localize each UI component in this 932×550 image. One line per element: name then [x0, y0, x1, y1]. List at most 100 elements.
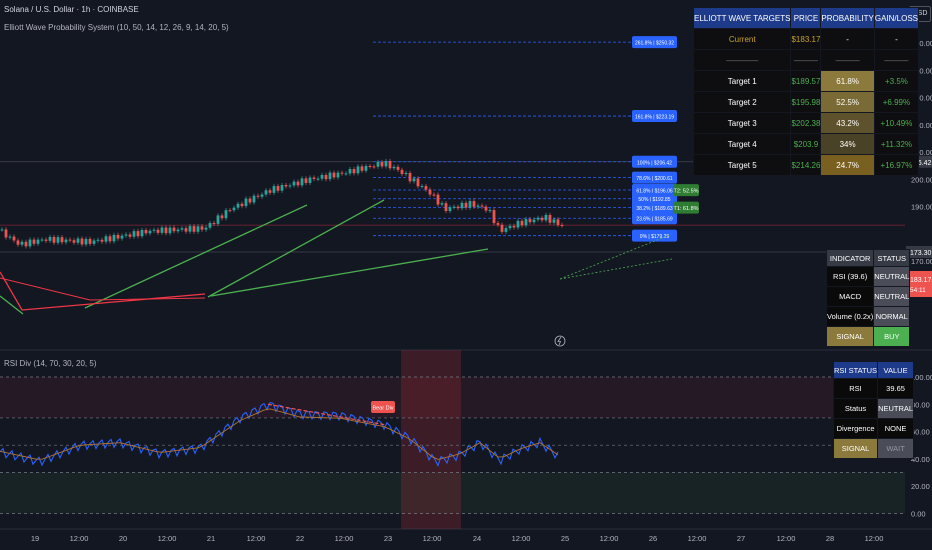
rsi-axis-label: 20.00	[911, 482, 930, 491]
signal-buy-badge: BUY	[873, 326, 911, 347]
candle-body	[440, 203, 444, 205]
table-row-target-1: Target 1 $189.57 61.8% +3.5%	[692, 70, 919, 92]
candle-body	[540, 217, 544, 221]
candle-body	[484, 206, 488, 211]
fib-level-label: 61.8% | $196.06	[636, 188, 673, 194]
target-gain: +6.99%	[873, 91, 919, 113]
table-row-separator: ———— ——— ——— ———	[692, 49, 919, 71]
candle-body	[84, 238, 88, 245]
table-row-target-3: Target 3 $202.38 43.2% +10.49%	[692, 112, 919, 134]
target-gain: +3.5%	[873, 70, 919, 92]
table-row-target-4: Target 4 $203.9 34% +11.32%	[692, 133, 919, 155]
indicator-title[interactable]: Elliott Wave Probability System (10, 50,…	[4, 23, 229, 32]
candle-body	[116, 234, 120, 239]
candle-body	[56, 237, 60, 243]
fib-level-tag	[632, 212, 677, 225]
candle-body	[28, 239, 32, 247]
separator-cell: ———	[820, 49, 875, 71]
candle-body	[300, 178, 304, 186]
candle-body	[372, 166, 376, 168]
price-axis-label: 250.00	[911, 39, 932, 48]
candle-body	[424, 186, 428, 190]
wave-line-down	[0, 277, 206, 301]
fib-level-label: 161.8% | $223.19	[635, 115, 674, 121]
candle-body	[232, 207, 236, 211]
candle-body	[124, 234, 128, 236]
target-probability: 61.8%	[820, 70, 875, 92]
time-axis-label: 22	[296, 534, 304, 543]
candle-body	[352, 169, 356, 174]
price-axis-label: 210.00	[911, 148, 932, 157]
indicator-status: NEUTRAL	[873, 286, 911, 307]
symbol-title[interactable]: Solana / U.S. Dollar · 1h · COINBASE	[4, 5, 139, 14]
time-axis-label: 12:00	[600, 534, 619, 543]
target-label: Target 5	[692, 154, 792, 176]
candle-body	[432, 194, 436, 196]
bear-div-badge	[371, 401, 395, 413]
candle-body	[504, 228, 508, 232]
candle-body	[184, 228, 188, 232]
time-axis-label: 19	[31, 534, 39, 543]
rsi-status-value: NEUTRAL	[877, 398, 915, 419]
candle-body	[292, 181, 296, 186]
fib-level-label: 261.8% | $250.32	[635, 41, 674, 47]
indicator-status-table: INDICATOR STATUS RSI (39.6) NEUTRAL MACD…	[825, 249, 911, 347]
candle-body	[160, 227, 164, 233]
candle-body	[492, 210, 496, 224]
candle-body	[324, 174, 328, 180]
candle-body	[180, 228, 184, 230]
rsi-ma-line	[0, 408, 559, 460]
candle-body	[472, 201, 476, 207]
fib-level-label: 78.6% | $200.61	[636, 176, 673, 182]
candle-body	[468, 201, 472, 208]
signal-label: SIGNAL	[825, 326, 875, 347]
candle-body	[252, 195, 256, 203]
candle-body	[528, 219, 532, 223]
indicator-label: MACD	[825, 286, 875, 307]
candle-body	[512, 225, 516, 228]
wave-line-up	[210, 248, 489, 297]
separator-cell: ———	[790, 49, 822, 71]
current-price-tag	[906, 271, 932, 297]
candle-body	[32, 239, 36, 244]
candle-body	[172, 227, 176, 232]
projection-line	[559, 233, 673, 280]
time-axis-label: 12:00	[512, 534, 531, 543]
candle-body	[376, 162, 380, 167]
candle-body	[368, 166, 372, 168]
wave-line-up	[207, 199, 385, 298]
target-price: $189.57	[790, 70, 822, 92]
candle-body	[120, 235, 124, 239]
col-header-status: STATUS	[873, 249, 911, 267]
target-label: Target 1	[692, 70, 792, 92]
rsi-axis-label: 80.00	[911, 400, 930, 409]
candle-body	[240, 203, 244, 207]
candle-body	[40, 239, 44, 241]
candle-body	[36, 239, 40, 244]
candle-body	[148, 230, 152, 234]
table-row-target-2: Target 2 $195.98 52.5% +6.99%	[692, 91, 919, 113]
fib-level-tag	[632, 110, 677, 123]
time-axis-label: 12:00	[335, 534, 354, 543]
candle-body	[16, 240, 20, 245]
candle-body	[476, 205, 480, 207]
current-gain: -	[873, 28, 919, 50]
candle-body	[112, 234, 116, 242]
rsi-label: Divergence	[832, 418, 879, 439]
candle-body	[80, 238, 84, 245]
wave-line-up	[84, 204, 308, 309]
candle-body	[64, 239, 68, 243]
candle-body	[132, 231, 136, 237]
low-price-value: 173.30	[910, 250, 932, 257]
table-row-rsi-status: Status NEUTRAL	[832, 398, 915, 419]
candle-body	[552, 219, 556, 223]
rsi-panel-title[interactable]: RSI Div (14, 70, 30, 20, 5)	[4, 359, 97, 368]
candle-body	[168, 227, 172, 234]
time-axis-label: 21	[207, 534, 215, 543]
candle-body	[288, 185, 292, 187]
price-axis-label: 230.00	[911, 94, 932, 103]
bear-div-label: Bear Div	[372, 406, 393, 412]
candle-body	[464, 202, 468, 208]
candle-body	[496, 223, 500, 225]
candle-body	[320, 174, 324, 179]
